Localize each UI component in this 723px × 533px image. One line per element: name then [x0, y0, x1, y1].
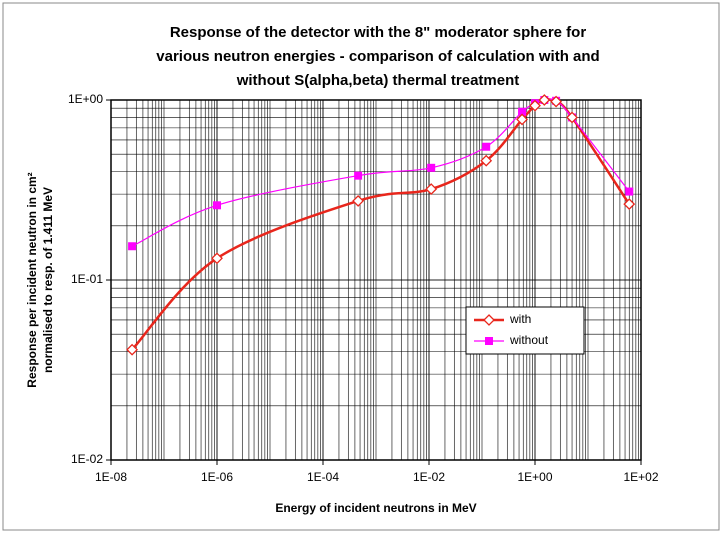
plot-border [110, 99, 642, 461]
y-axis-label: normalised to resp. of 1.411 MeV [41, 187, 55, 373]
y-tick-label: 1E+00 [68, 92, 103, 106]
x-tick-label: 1E-02 [413, 470, 445, 484]
marker [623, 198, 636, 211]
marker [529, 99, 541, 112]
legend-label: without [509, 333, 549, 347]
y-tick-label: 1E-02 [71, 452, 103, 466]
marker [128, 242, 137, 251]
marker [427, 163, 436, 172]
legend-marker [483, 314, 495, 326]
marker [352, 195, 365, 207]
chart-title: various neutron energies - comparison of… [156, 48, 599, 65]
marker [516, 113, 528, 126]
marker [211, 252, 223, 265]
marker [538, 94, 551, 106]
x-tick-label: 1E+02 [623, 470, 658, 484]
marker [213, 201, 221, 210]
chart-title: Response of the detector with the 8" mod… [170, 24, 587, 41]
marker [566, 111, 578, 124]
legend [465, 306, 585, 355]
marker [126, 343, 139, 356]
x-tick-label: 1E+00 [517, 470, 552, 484]
x-axis-label: Energy of incident neutrons in MeV [275, 501, 476, 515]
marker [482, 142, 491, 151]
y-tick-label: 1E-01 [71, 272, 103, 286]
marker [625, 187, 634, 196]
legend-marker [485, 337, 493, 345]
marker [550, 95, 563, 108]
marker [518, 107, 527, 116]
marker [354, 171, 363, 180]
x-tick-label: 1E-08 [95, 470, 127, 484]
chart-title: without S(alpha,beta) thermal treatment [236, 72, 520, 89]
marker [425, 183, 438, 195]
marker [480, 154, 493, 167]
legend-label: with [509, 312, 531, 326]
y-axis-label: Response per incident neutron in cm² [25, 172, 39, 387]
x-tick-label: 1E-06 [201, 470, 233, 484]
x-tick-label: 1E-04 [307, 470, 339, 484]
